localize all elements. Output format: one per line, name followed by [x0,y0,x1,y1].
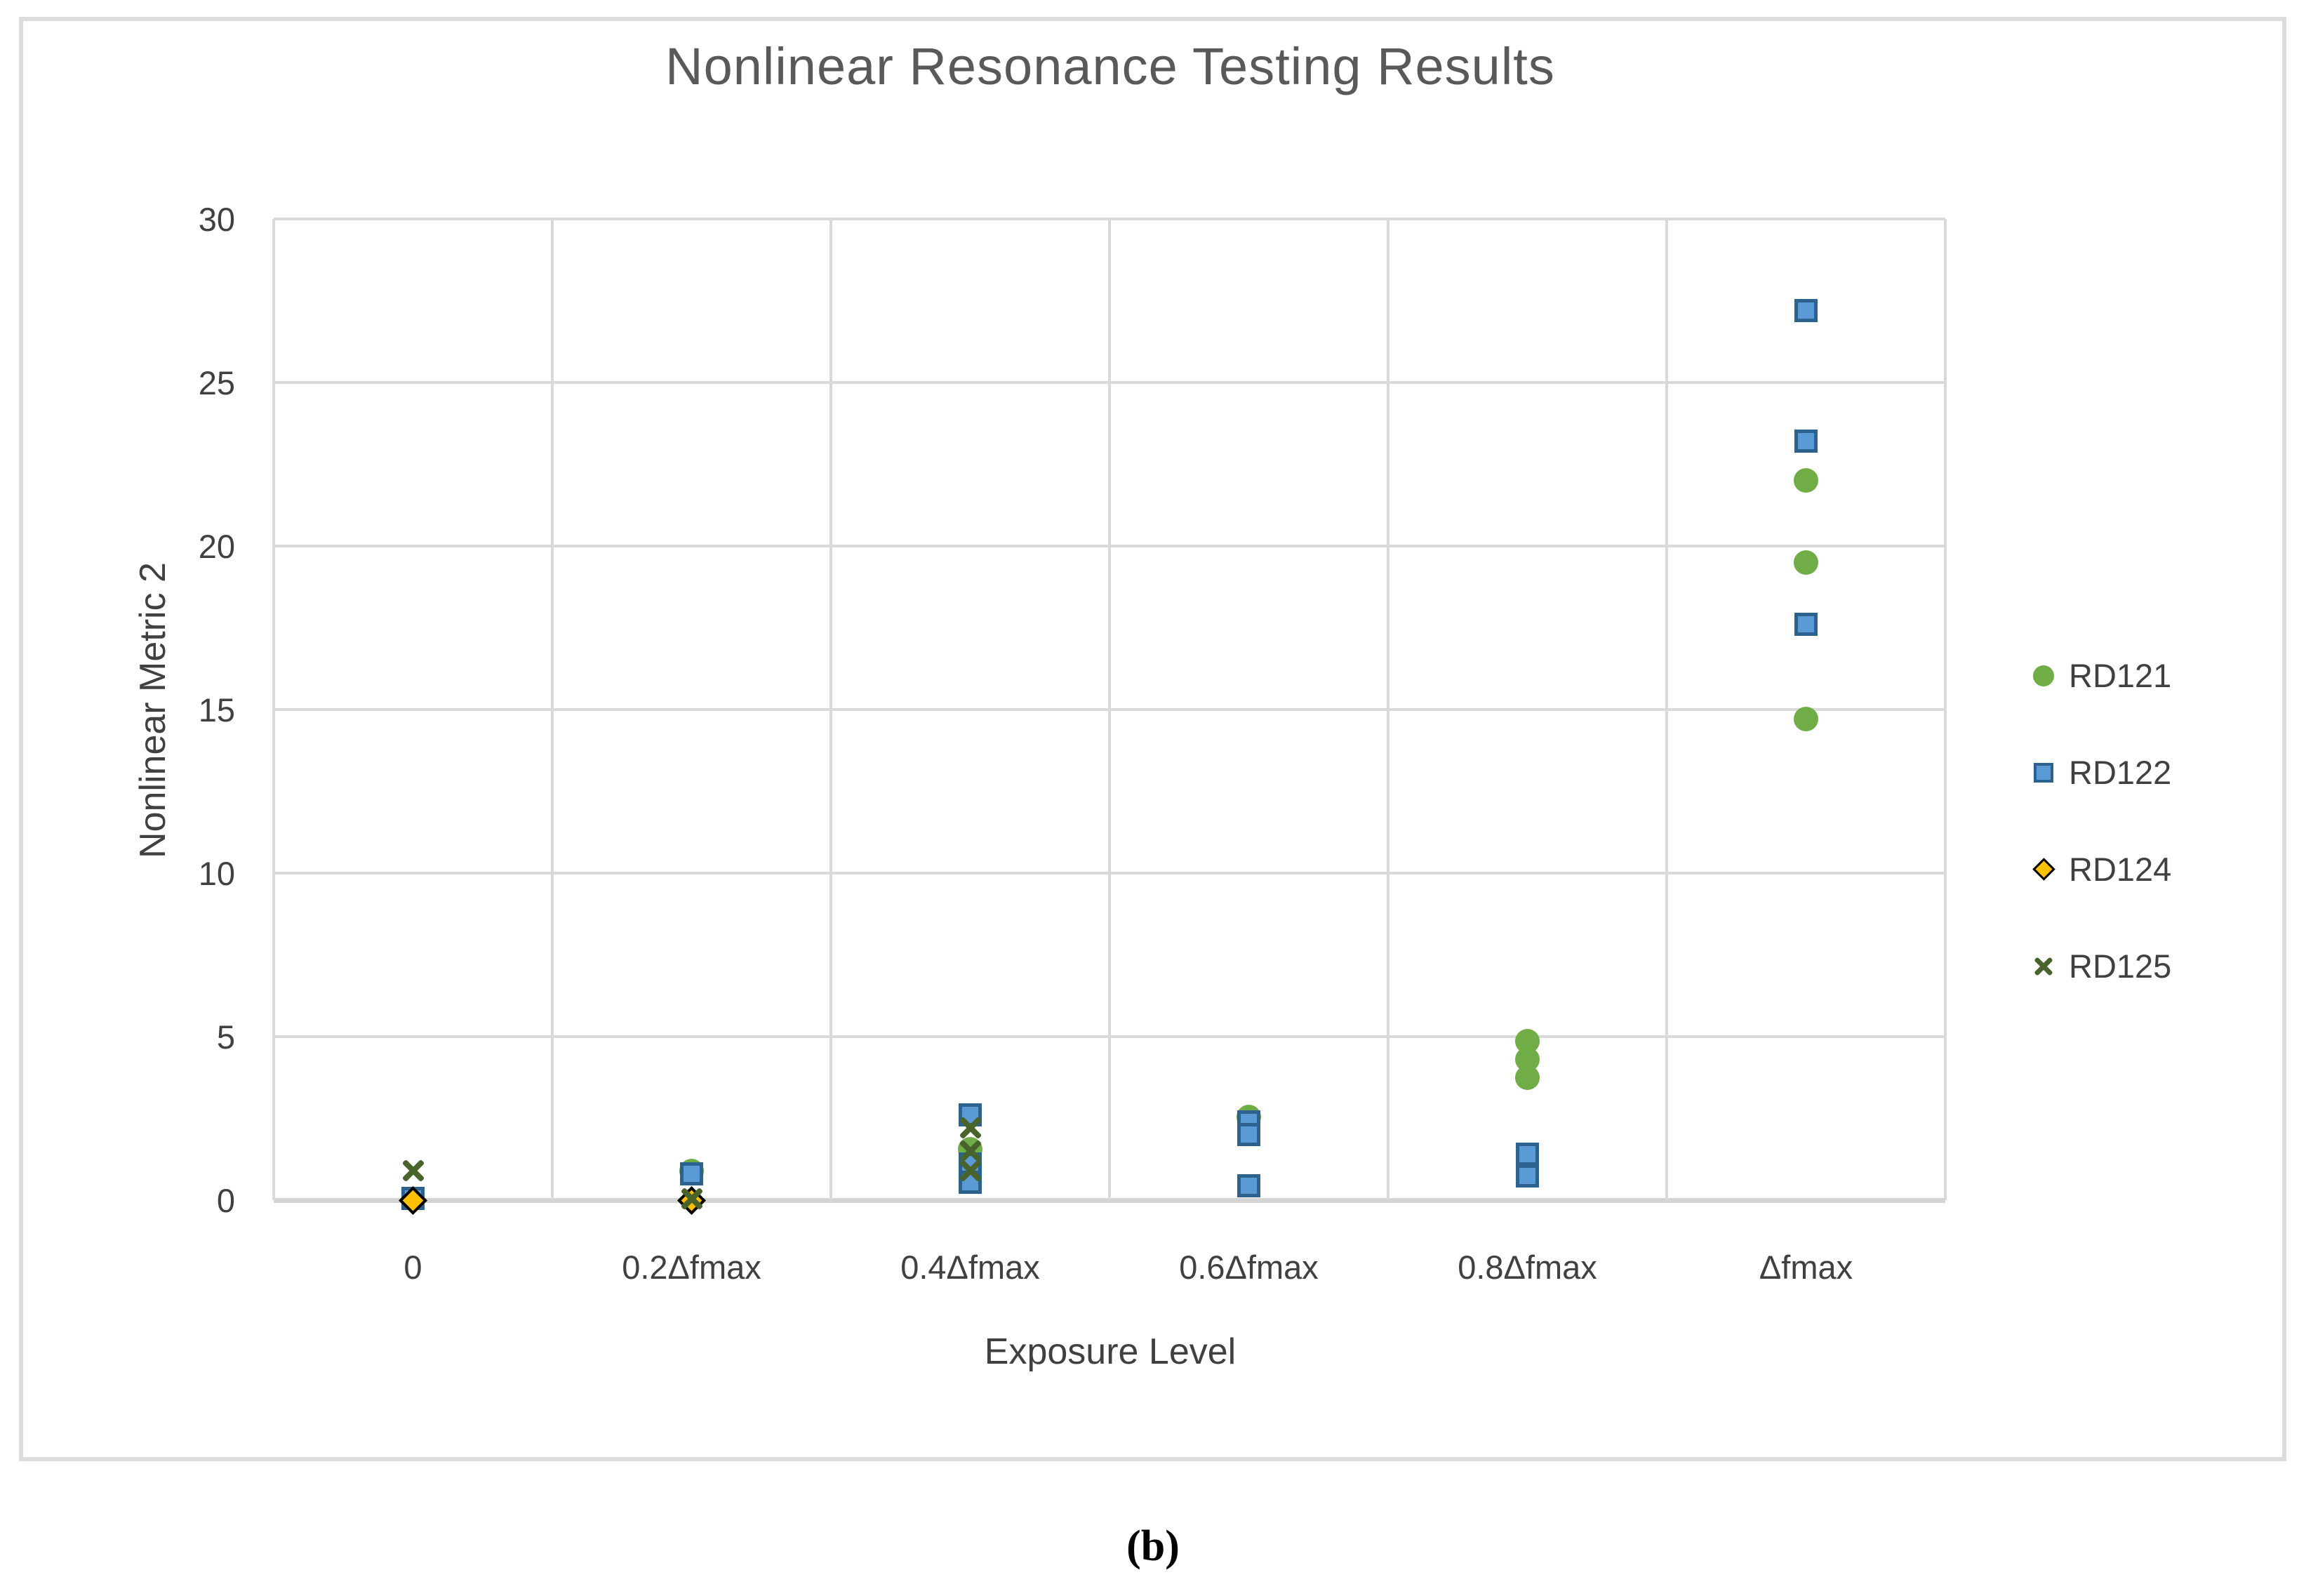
legend-label-rd122: RD122 [2069,754,2172,791]
data-point-rd125-marker [400,1157,427,1184]
legend-item-rd121: RD121 [2030,656,2171,695]
data-point-rd125-marker [2032,955,2055,978]
legend-marker-circle-icon [2030,662,2058,690]
y-tick-label: 30 [198,201,235,238]
data-point-rd124-marker [2032,858,2055,881]
x-tick-label: Δfmax [1759,1249,1853,1286]
data-point-rd121-marker [1794,707,1818,732]
y-tick-label: 20 [198,528,235,565]
x-gridline [1944,219,1947,1200]
x-gridline [551,219,554,1200]
legend-label-rd125: RD125 [2069,947,2172,985]
y-tick-label: 10 [198,855,235,892]
y-tick-label: 0 [216,1182,235,1219]
figure-caption: (b) [1126,1522,1180,1570]
data-point-rd125-marker [957,1157,984,1184]
x-gridline [1665,219,1668,1200]
x-tick-label: 0.2Δfmax [622,1249,761,1286]
y-tick-label: 25 [198,364,235,401]
data-point-rd122-marker [1237,1173,1260,1197]
x-gridline [1108,219,1111,1200]
data-point-rd122-marker [1516,1143,1539,1166]
data-point-rd121-marker [1515,1065,1540,1090]
chart-frame [19,17,2286,1461]
y-tick-label: 15 [198,691,235,729]
legend-label-rd121: RD121 [2069,657,2172,694]
legend-marker-square-icon [2030,759,2058,787]
data-point-rd122-marker [1794,613,1818,637]
data-point-rd122-marker [2034,762,2053,783]
legend-marker-x-icon [2030,952,2058,980]
legend-marker-diamond-icon [2030,856,2058,884]
x-gridline [1387,219,1389,1200]
data-point-rd121-marker [2033,665,2054,686]
data-point-rd121-marker [1794,468,1818,493]
legend-item-rd124: RD124 [2030,850,2171,889]
x-tick-label: 0 [404,1249,422,1286]
legend-item-rd125: RD125 [2030,947,2171,985]
data-point-rd122-marker [1516,1164,1539,1188]
x-axis-line [274,1198,1945,1203]
chart-title: Nonlinear Resonance Testing Results [665,37,1555,95]
data-point-rd122-marker [1794,298,1818,322]
data-point-rd121-marker [1794,550,1818,575]
data-point-rd125-marker [679,1185,705,1212]
data-point-rd122-marker [1794,430,1818,453]
x-gridline [829,219,832,1200]
data-point-rd122-marker [1237,1123,1260,1147]
legend-item-rd122: RD122 [2030,753,2171,792]
x-tick-label: 0.4Δfmax [900,1249,1040,1286]
legend-label-rd124: RD124 [2069,851,2172,888]
y-tick-label: 5 [216,1018,235,1056]
x-axis-title: Exposure Level [984,1331,1237,1372]
x-tick-label: 0.6Δfmax [1179,1249,1319,1286]
data-point-rd122-marker [680,1162,703,1186]
x-tick-label: 0.8Δfmax [1458,1249,1597,1286]
x-gridline [272,219,275,1200]
